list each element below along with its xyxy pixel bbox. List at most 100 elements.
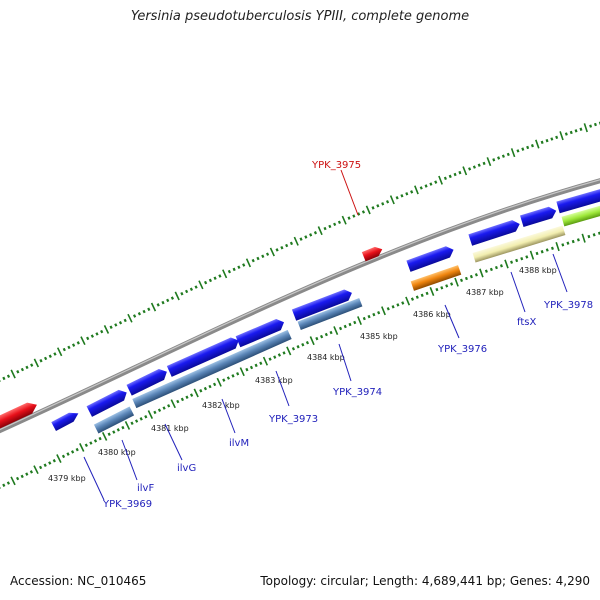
minor-tick bbox=[561, 243, 565, 247]
minor-tick bbox=[167, 404, 171, 408]
minor-tick bbox=[376, 204, 380, 208]
major-tick bbox=[529, 250, 535, 260]
gene-left-reverse[interactable] bbox=[0, 399, 39, 429]
minor-tick bbox=[213, 382, 217, 387]
gene-label[interactable]: YPK_3974 bbox=[332, 387, 382, 398]
operon-bar-ilv-1[interactable] bbox=[93, 406, 135, 434]
minor-tick bbox=[189, 287, 193, 291]
feature-bar-ypk-3976[interactable] bbox=[410, 265, 462, 291]
feature-bar-ypk-3978[interactable] bbox=[561, 203, 600, 227]
major-tick bbox=[341, 215, 347, 225]
kbp-label: 4382 kbp bbox=[202, 401, 240, 410]
minor-tick bbox=[121, 425, 125, 430]
minor-tick bbox=[371, 206, 375, 210]
gene-ftsx[interactable] bbox=[468, 218, 521, 246]
minor-tick bbox=[593, 122, 597, 127]
major-tick bbox=[333, 326, 339, 336]
minor-tick bbox=[16, 476, 20, 481]
minor-tick bbox=[401, 301, 405, 305]
gene-label[interactable]: YPK_3975 bbox=[311, 160, 361, 171]
major-tick bbox=[286, 346, 292, 356]
minor-tick bbox=[30, 363, 34, 367]
gene-label[interactable]: ftsX bbox=[517, 317, 536, 328]
minor-tick bbox=[579, 127, 583, 131]
minor-tick bbox=[506, 152, 510, 157]
minor-tick bbox=[90, 334, 94, 338]
gene-ftse[interactable] bbox=[520, 205, 558, 228]
minor-tick bbox=[301, 342, 305, 347]
major-tick bbox=[193, 388, 199, 398]
minor-tick bbox=[348, 322, 352, 327]
gene-label[interactable]: ilvF bbox=[137, 483, 154, 494]
minor-tick bbox=[67, 345, 71, 350]
minor-tick bbox=[309, 233, 313, 237]
minor-tick bbox=[61, 454, 66, 459]
gene-ypk-3978[interactable] bbox=[556, 186, 600, 214]
minor-tick bbox=[25, 365, 29, 370]
gene-ilvg[interactable] bbox=[126, 366, 169, 396]
minor-tick bbox=[525, 255, 529, 259]
minor-tick bbox=[123, 318, 127, 323]
minor-tick bbox=[299, 237, 303, 241]
feature-bar-ftsx[interactable] bbox=[472, 225, 566, 263]
minor-tick bbox=[592, 233, 596, 237]
operon-bar-ilv-2[interactable] bbox=[132, 329, 292, 409]
major-tick bbox=[583, 123, 588, 133]
minor-tick bbox=[484, 269, 488, 273]
minor-tick bbox=[291, 347, 296, 351]
minor-tick bbox=[323, 226, 327, 231]
gene-labels: YPK_3969 ilvF ilvG ilvM YPK_3973 YPK_3974 YPK_… bbox=[102, 160, 593, 510]
operon-bar-ypk-3974[interactable] bbox=[297, 297, 363, 331]
minor-tick bbox=[259, 361, 263, 366]
kbp-label: 4379 kbp bbox=[48, 474, 86, 483]
minor-tick bbox=[139, 417, 143, 421]
kbp-label: 4384 kbp bbox=[307, 353, 345, 362]
minor-tick bbox=[587, 234, 591, 239]
minor-tick bbox=[367, 314, 371, 319]
gene-ypk-3969[interactable] bbox=[51, 409, 80, 431]
major-tick bbox=[486, 157, 492, 167]
minor-tick bbox=[569, 130, 573, 135]
gene-ilvm[interactable] bbox=[166, 335, 241, 377]
minor-tick bbox=[75, 447, 79, 452]
gene-label[interactable]: YPK_3969 bbox=[102, 499, 152, 510]
minor-tick bbox=[415, 295, 419, 299]
major-tick bbox=[462, 166, 468, 176]
minor-tick bbox=[280, 245, 284, 250]
minor-tick bbox=[362, 316, 366, 321]
major-tick bbox=[535, 139, 540, 149]
minor-tick bbox=[135, 419, 139, 423]
gene-label[interactable]: ilvM bbox=[229, 438, 249, 449]
major-tick bbox=[101, 432, 108, 441]
minor-tick bbox=[170, 296, 174, 300]
minor-tick bbox=[62, 347, 66, 352]
minor-tick bbox=[100, 329, 104, 334]
minor-tick bbox=[20, 474, 24, 479]
minor-tick bbox=[540, 250, 544, 254]
major-tick bbox=[147, 410, 154, 419]
gene-ypk-3974[interactable] bbox=[291, 287, 354, 321]
minor-tick bbox=[499, 264, 503, 268]
gene-ilvf[interactable] bbox=[86, 387, 130, 417]
minor-tick bbox=[472, 165, 476, 169]
gene-ilve[interactable] bbox=[235, 317, 287, 348]
minor-tick bbox=[89, 441, 93, 445]
minor-tick bbox=[48, 354, 52, 358]
gene-label[interactable]: ilvG bbox=[177, 463, 196, 474]
gene-label[interactable]: YPK_3976 bbox=[437, 344, 487, 355]
minor-tick bbox=[6, 481, 10, 485]
major-tick bbox=[216, 377, 222, 387]
gene-label[interactable]: YPK_3978 bbox=[543, 300, 593, 311]
gene-label[interactable]: YPK_3973 bbox=[268, 414, 318, 425]
minor-tick bbox=[566, 241, 570, 245]
genome-backbone-highlight bbox=[0, 179, 600, 431]
minor-tick bbox=[304, 235, 308, 239]
major-tick bbox=[10, 476, 16, 486]
gene-ypk-3975[interactable] bbox=[361, 245, 384, 262]
minor-tick bbox=[43, 463, 47, 467]
minor-tick bbox=[545, 138, 549, 143]
minor-tick bbox=[405, 192, 409, 196]
minor-tick bbox=[352, 214, 356, 218]
gene-ypk-3976[interactable] bbox=[406, 244, 455, 272]
